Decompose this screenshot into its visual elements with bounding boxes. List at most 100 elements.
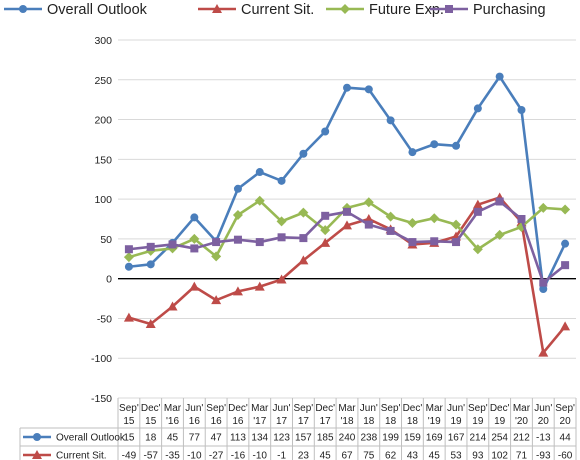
table-cell: 67 [341, 451, 353, 460]
x-tick-label: Jun' [273, 403, 291, 414]
data-point [495, 72, 504, 81]
x-tick-label: 18 [407, 416, 419, 427]
table-cell: 23 [298, 451, 310, 460]
legend-label: Purchasing [473, 2, 546, 18]
table-cell: 123 [273, 433, 290, 444]
x-tick-label: Mar [338, 403, 356, 414]
x-tick-label: Sep' [119, 403, 139, 414]
table-cell: 185 [317, 433, 334, 444]
data-point [276, 216, 287, 227]
table-cell: 44 [560, 433, 572, 444]
data-point [190, 213, 199, 222]
data-point [452, 141, 461, 150]
data-point [517, 215, 526, 223]
y-tick-label: -150 [91, 393, 112, 405]
y-tick-label: 100 [94, 194, 112, 206]
data-point [146, 260, 155, 269]
data-point [189, 233, 200, 244]
data-point [407, 217, 418, 228]
data-point [254, 281, 265, 291]
y-tick-label: -50 [97, 313, 112, 325]
data-point [277, 233, 286, 242]
data-point [386, 116, 395, 125]
data-point [364, 220, 373, 229]
x-tick-label: 19 [450, 416, 462, 427]
legend-label: Overall Outlook [47, 2, 148, 18]
table-row: Current Sit. -49 -57 -35 -10 -27 -16 -10 -1 23 45 6… [23, 450, 573, 460]
legend-marker [340, 4, 350, 14]
data-point [473, 207, 482, 216]
data-point [429, 213, 440, 224]
table-legend-marker [32, 450, 42, 459]
table-cell: -27 [209, 451, 224, 460]
table-cell: 238 [360, 433, 377, 444]
data-point [298, 255, 309, 265]
series-line [128, 75, 567, 291]
data-point [255, 168, 264, 177]
data-point [298, 207, 309, 218]
table-cell: 159 [404, 433, 421, 444]
data-point [472, 244, 483, 255]
x-tick-label: Dec' [228, 403, 248, 414]
x-tick-label: Mar [513, 403, 531, 414]
data-point [538, 202, 549, 213]
table-cell: 75 [363, 451, 375, 460]
data-point [561, 261, 570, 270]
data-point [473, 104, 482, 113]
table-cell: -1 [277, 451, 286, 460]
data-point [495, 197, 504, 206]
legend-item: Current Sit. [198, 2, 314, 18]
data-point [517, 106, 526, 115]
data-point [364, 85, 373, 94]
table-legend-marker [33, 433, 41, 441]
table-cell: -16 [231, 451, 246, 460]
data-point [211, 295, 222, 305]
series-overall-outlook [124, 72, 570, 294]
x-tick-label: 16 [211, 416, 223, 427]
data-point [299, 149, 308, 158]
data-point [320, 237, 331, 247]
data-point [385, 211, 396, 222]
x-tick-label: '19 [428, 416, 441, 427]
y-axis-tick-labels: 300 250 200 150 100 50 0 -50 -100 -150 [91, 35, 112, 405]
data-point [342, 220, 352, 230]
x-tick-label: '20 [515, 416, 528, 427]
x-tick-label: 17 [320, 416, 332, 427]
x-tick-label: Jun' [447, 403, 465, 414]
table-row-label: Overall Outlook [56, 433, 126, 444]
legend: Overall Outlook Current Sit. Future Exp. Pu… [4, 2, 546, 18]
table-cell: 15 [123, 433, 135, 444]
x-tick-label: 20 [538, 416, 550, 427]
table-cell: 62 [385, 451, 397, 460]
table-cell: 169 [426, 433, 443, 444]
x-tick-label: Mar [164, 403, 182, 414]
x-tick-label: Jun' [360, 403, 378, 414]
x-tick-label: '17 [253, 416, 266, 427]
x-tick-label: Sep' [555, 403, 575, 414]
legend-marker [445, 5, 453, 13]
table-cell: -93 [536, 451, 551, 460]
table-cell: 45 [167, 433, 179, 444]
data-point [255, 238, 264, 247]
x-tick-label: 17 [298, 416, 310, 427]
legend-label: Current Sit. [241, 2, 314, 18]
table-cell: 113 [230, 433, 246, 444]
data-point [452, 238, 461, 247]
data-point [299, 234, 308, 243]
table-cell: 77 [189, 433, 201, 444]
data-point [145, 319, 156, 329]
data-point [430, 140, 439, 149]
table-cell: 240 [339, 433, 356, 444]
y-tick-label: 200 [94, 115, 112, 127]
data-point [430, 237, 439, 246]
table-cell: 71 [516, 451, 528, 460]
data-point [254, 195, 265, 206]
legend-label: Future Exp. [369, 2, 444, 18]
data-point [189, 281, 200, 291]
data-point [212, 238, 221, 247]
x-tick-label: '18 [340, 416, 353, 427]
data-point [276, 274, 287, 284]
data-point [232, 210, 243, 221]
data-point [168, 240, 177, 249]
